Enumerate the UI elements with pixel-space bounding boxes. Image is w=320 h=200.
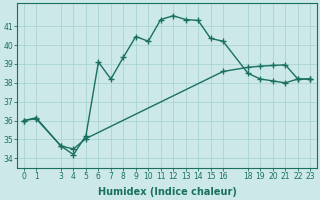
X-axis label: Humidex (Indice chaleur): Humidex (Indice chaleur) <box>98 187 236 197</box>
